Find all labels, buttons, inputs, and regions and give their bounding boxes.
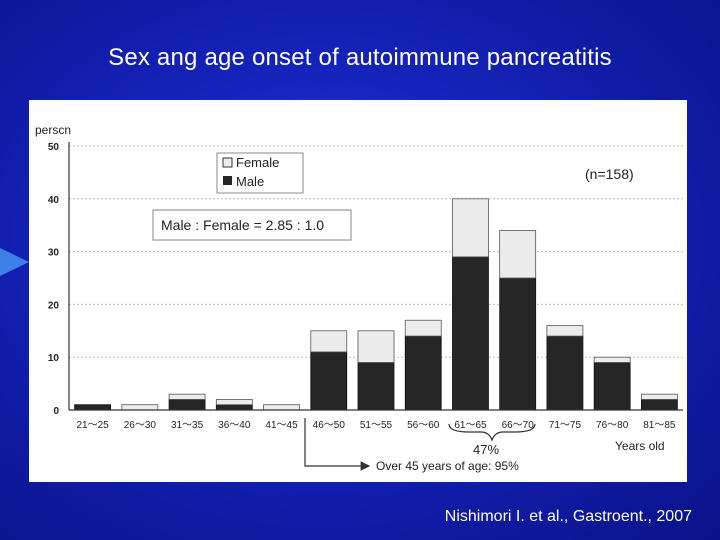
bar-female <box>121 404 159 411</box>
legend-label-female: Female <box>236 155 279 170</box>
legend-swatch-male <box>223 176 232 185</box>
bar-male <box>168 399 206 411</box>
bar-male <box>74 404 112 411</box>
x-tick-label: 61～65 <box>454 420 487 431</box>
bar-female <box>310 330 348 353</box>
bar-male <box>357 362 395 411</box>
x-tick-label: 31～35 <box>171 420 204 431</box>
age-onset-chart: 0 10 20 30 40 50 21～25 26～30 31～35 36～40 41～45 46～5… <box>35 123 683 473</box>
x-tick-label: 66～70 <box>502 420 535 431</box>
bar-female <box>546 325 584 337</box>
x-tick-label: 41～45 <box>265 420 298 431</box>
x-tick-label: 51～55 <box>360 420 393 431</box>
bar-female <box>357 330 395 363</box>
y-tick-label: 10 <box>48 353 60 364</box>
x-tick-label: 81～85 <box>643 420 676 431</box>
bar-male <box>404 335 442 411</box>
bar-male <box>546 335 584 411</box>
legend: Female Male <box>216 152 304 194</box>
y-tick-label: 40 <box>48 195 60 206</box>
legend-label-male: Male <box>236 174 264 189</box>
ratio-label: Male : Female = 2.85 : 1.0 <box>161 217 324 233</box>
slide-title: Sex ang age onset of autoimmune pancreat… <box>108 44 612 71</box>
peak-percent-label: 47% <box>473 442 499 457</box>
x-tick-label: 21～25 <box>76 420 109 431</box>
bar-female <box>640 393 678 400</box>
y-axis-label: persсn <box>35 123 71 137</box>
x-tick-label: 46～50 <box>313 420 346 431</box>
x-tick-label: 56～60 <box>407 420 440 431</box>
peak-brace <box>448 423 536 442</box>
x-tick-label: 36～40 <box>218 420 251 431</box>
bar-male <box>499 277 537 411</box>
citation: Nishimori I. et al., Gastroent., 2007 <box>444 508 692 525</box>
bar-female <box>168 393 206 400</box>
x-tick-label: 26～30 <box>124 420 157 431</box>
y-tick-label: 0 <box>53 406 59 417</box>
bar-female <box>404 319 442 337</box>
bar-female <box>263 404 300 411</box>
slide-decoration <box>0 248 29 276</box>
chart-panel: 0 10 20 30 40 50 21～25 26～30 31～35 36～40 41～45 46～5… <box>29 100 687 482</box>
legend-swatch-female <box>222 157 233 168</box>
over45-arrow <box>304 418 371 471</box>
n-label: (n=158) <box>585 166 634 182</box>
x-tick-label: 71～75 <box>549 420 582 431</box>
bar-female <box>499 230 537 279</box>
bar-male <box>215 404 253 411</box>
y-tick-label: 20 <box>48 300 60 311</box>
y-tick-label: 50 <box>48 142 60 153</box>
bar-male <box>640 399 678 411</box>
bar-female <box>593 356 631 363</box>
x-axis-label: Years old <box>615 439 665 453</box>
ratio-box <box>152 209 352 241</box>
x-tick-label: 76～80 <box>596 420 629 431</box>
y-tick-label: 30 <box>48 248 60 259</box>
over45-label: Over 45 years of age: 95% <box>376 459 519 473</box>
bar-male <box>452 256 489 411</box>
bar-male <box>310 351 348 411</box>
bar-female <box>452 198 489 258</box>
bar-male <box>593 362 631 411</box>
bar-female <box>215 399 253 406</box>
